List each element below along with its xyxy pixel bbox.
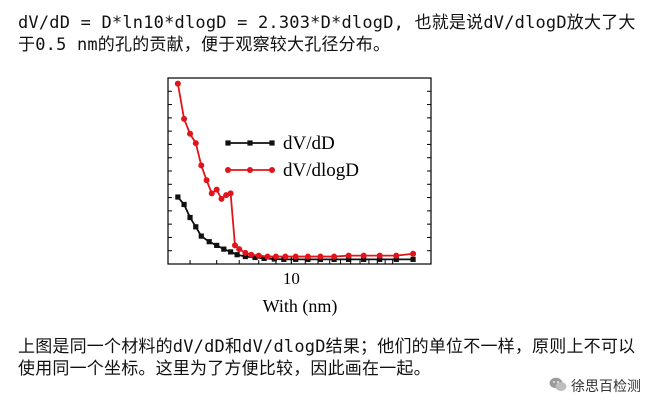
- data-point-circle: [292, 253, 299, 260]
- data-point-circle: [223, 192, 230, 199]
- legend-marker: [225, 140, 231, 146]
- data-point-square: [187, 214, 193, 221]
- series-line-1: [177, 196, 414, 261]
- watermark: 徐思百检测: [545, 375, 645, 397]
- data-point-square: [242, 253, 248, 260]
- data-point-circle: [360, 252, 367, 259]
- wechat-icon: [549, 377, 567, 396]
- data-point-circle: [248, 251, 255, 258]
- data-point-circle: [317, 253, 324, 260]
- data-point-square: [346, 256, 352, 262]
- data-point-circle: [208, 190, 215, 197]
- data-point-circle: [198, 162, 205, 169]
- data-point-circle: [264, 253, 271, 260]
- data-point-circle: [231, 242, 238, 249]
- legend-marker: [269, 167, 275, 173]
- data-point-square: [181, 201, 187, 208]
- data-point-square: [198, 233, 204, 239]
- data-point-circle: [213, 186, 220, 193]
- data-point-square: [410, 256, 416, 262]
- legend-marker: [225, 167, 231, 173]
- data-point-circle: [203, 177, 210, 184]
- data-point-circle: [304, 253, 311, 260]
- data-point-circle: [376, 252, 383, 259]
- legend: dV/dD dV/dlogD: [225, 133, 359, 181]
- data-point-square: [175, 194, 181, 200]
- x-axis-label: With (nm): [263, 296, 338, 317]
- data-point-circle: [255, 252, 262, 259]
- data-point-circle: [227, 190, 234, 197]
- data-point-square: [221, 246, 227, 252]
- data-point-circle: [331, 253, 338, 260]
- data-point-square: [214, 242, 220, 248]
- data-point-circle: [393, 252, 400, 259]
- data-point-square: [206, 239, 212, 245]
- series-line-2: [176, 83, 414, 258]
- series-group: [174, 80, 417, 262]
- data-point-square: [261, 255, 267, 262]
- data-point-circle: [236, 246, 243, 253]
- legend-label-2: dV/dlogD: [283, 160, 359, 181]
- data-point-circle: [282, 253, 289, 260]
- data-point-square: [377, 256, 383, 262]
- axis-minor-ticks: [168, 90, 431, 252]
- legend-marker: [247, 140, 253, 146]
- data-point-circle: [181, 115, 188, 122]
- data-point-square: [361, 256, 367, 262]
- data-point-circle: [192, 140, 199, 147]
- data-point-circle: [174, 80, 181, 87]
- intro-paragraph: dV/dD = D*ln10*dlogD = 2.303*D*dlogD, 也就…: [18, 13, 636, 55]
- data-point-square: [281, 256, 287, 262]
- watermark-text: 徐思百检测: [571, 379, 641, 395]
- data-point-square: [193, 224, 199, 230]
- data-point-circle: [187, 130, 194, 137]
- x-tick-label: 10: [283, 269, 300, 288]
- data-point-circle: [218, 195, 225, 202]
- data-point-square: [393, 256, 399, 262]
- data-point-square: [234, 252, 240, 258]
- legend-marker: [247, 167, 253, 173]
- legend-label-1: dV/dD: [283, 133, 335, 154]
- data-point-circle: [272, 253, 279, 260]
- legend-marker: [269, 140, 275, 146]
- conclusion-paragraph: 上图是同一个材料的dV/dD和dV/dlogD结果；他们的单位不一样，原则上不可…: [18, 337, 636, 379]
- data-point-square: [228, 249, 234, 255]
- data-point-circle: [242, 249, 249, 256]
- data-point-square: [252, 254, 258, 261]
- data-point-circle: [410, 250, 417, 257]
- data-point-circle: [345, 252, 352, 259]
